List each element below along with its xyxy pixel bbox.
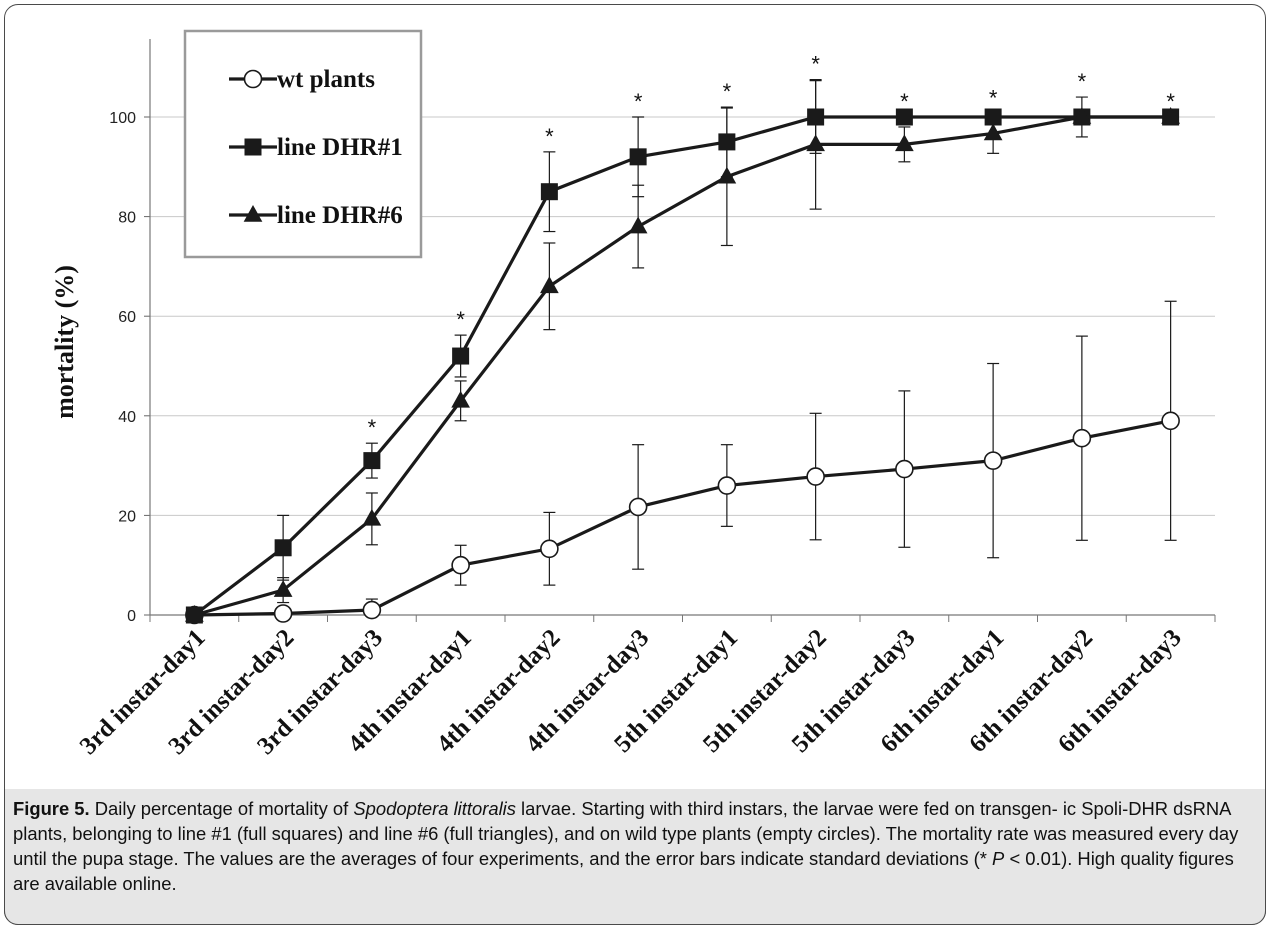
data-point <box>273 580 293 597</box>
data-point <box>185 604 204 622</box>
legend-label: line DHR#1 <box>277 134 403 161</box>
data-point <box>806 467 825 486</box>
series-line <box>194 419 1171 617</box>
data-point <box>895 108 913 126</box>
y-tick-label: 20 <box>118 508 136 525</box>
data-point <box>451 555 470 575</box>
caption-species: Spodoptera littoralis <box>353 798 516 819</box>
data-point <box>1072 106 1092 124</box>
y-tick-label: 40 <box>118 409 136 426</box>
data-point <box>718 133 736 151</box>
significance-star: * <box>368 415 377 440</box>
caption-text-3: < 0.01). High quality figures are availa… <box>13 848 1234 894</box>
y-tick-label: 100 <box>109 110 136 127</box>
legend-marker <box>243 69 263 89</box>
y-tick-label: 80 <box>118 210 136 227</box>
series-line <box>193 115 1171 617</box>
data-point <box>983 123 1003 141</box>
significance-star: * <box>1078 69 1087 94</box>
significance-star: * <box>723 79 732 104</box>
data-point <box>363 452 381 470</box>
series-line <box>193 115 1171 617</box>
legend-label: line DHR#6 <box>277 202 403 229</box>
caption-label: Figure 5. <box>13 798 90 819</box>
legend-marker <box>243 204 263 222</box>
significance-star: * <box>811 52 820 77</box>
data-point <box>628 497 648 517</box>
data-point <box>1161 106 1180 124</box>
data-point <box>1161 411 1180 431</box>
data-point <box>540 276 559 294</box>
significance-star: * <box>456 307 465 332</box>
figure-caption: Figure 5. Daily percentage of mortality … <box>4 789 1266 925</box>
y-tick-label: 60 <box>118 309 136 326</box>
data-point <box>717 476 737 495</box>
data-point <box>540 183 558 201</box>
data-point <box>451 390 470 408</box>
significance-star: * <box>545 124 554 149</box>
chart-area: 0 20 40 60 80 100 mortality (%) 3rd instar-day1… <box>29 9 1265 795</box>
data-point <box>628 216 648 234</box>
data-point <box>274 539 292 557</box>
significance-star: * <box>1166 89 1175 114</box>
y-axis-label: mortality (%) <box>50 265 79 419</box>
data-point <box>452 347 470 365</box>
data-point <box>806 134 825 152</box>
legend-box <box>183 29 423 259</box>
data-point <box>1072 428 1092 448</box>
data-point <box>362 600 382 620</box>
data-point <box>984 108 1002 126</box>
data-point <box>895 459 914 479</box>
data-point <box>895 134 914 152</box>
data-point <box>983 451 1003 470</box>
data-point <box>629 148 647 166</box>
legend-marker <box>244 138 262 156</box>
caption-text-1: Daily percentage of mortality of <box>89 798 354 819</box>
data-point <box>540 539 559 559</box>
data-point <box>717 166 737 184</box>
data-point <box>273 604 293 623</box>
data-point <box>807 108 825 126</box>
legend-label: wt plants <box>277 66 375 93</box>
significance-star: * <box>634 89 643 114</box>
figure-frame: 0 20 40 60 80 100 mortality (%) 3rd instar-day1… <box>4 4 1266 925</box>
significance-star: * <box>900 89 909 114</box>
significance-star: * <box>989 86 998 111</box>
data-point <box>362 508 382 526</box>
y-tick-label: 0 <box>127 608 136 625</box>
caption-p-symbol: P <box>992 848 1005 869</box>
caption-text-2: larvae. Starting with third instars, the… <box>13 798 1239 869</box>
